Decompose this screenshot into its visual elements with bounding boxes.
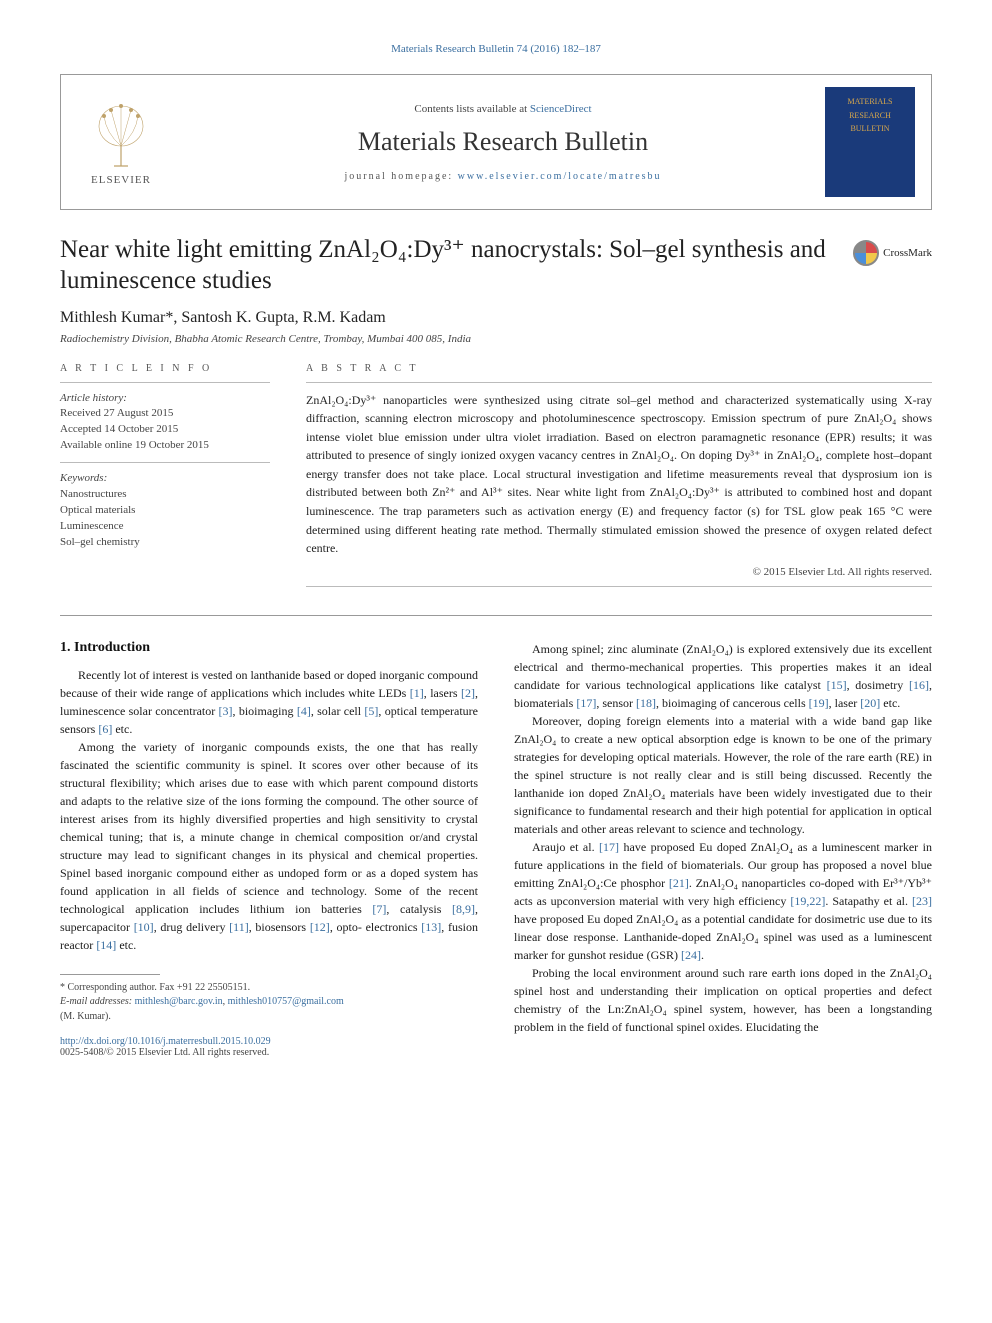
- keyword: Nanostructures: [60, 487, 270, 503]
- affiliation: Radiochemistry Division, Bhabha Atomic R…: [60, 333, 932, 345]
- corresponding-author-footnote: * Corresponding author. Fax +91 22 25505…: [60, 981, 478, 1025]
- body-paragraph: Among spinel; zinc aluminate (ZnAl₂O₄) i…: [514, 640, 932, 712]
- journal-homepage: journal homepage: www.elsevier.com/locat…: [181, 171, 825, 182]
- sciencedirect-link[interactable]: ScienceDirect: [530, 103, 592, 115]
- keywords-block: Keywords: Nanostructures Optical materia…: [60, 471, 270, 551]
- body-paragraph: Moreover, doping foreign elements into a…: [514, 712, 932, 838]
- article-history-block: Article history: Received 27 August 2015…: [60, 391, 270, 455]
- divider: [60, 462, 270, 463]
- header-center: Contents lists available at ScienceDirec…: [181, 103, 825, 182]
- elsevier-tree-icon: [86, 98, 156, 168]
- keyword: Optical materials: [60, 503, 270, 519]
- section-divider: [60, 615, 932, 616]
- crossmark-icon: [853, 240, 879, 266]
- doi-block: http://dx.doi.org/10.1016/j.materresbull…: [60, 1036, 478, 1058]
- email-link[interactable]: mithlesh@barc.gov.in: [135, 996, 223, 1007]
- footnote-separator: [60, 974, 160, 975]
- elsevier-logo[interactable]: ELSEVIER: [61, 98, 181, 186]
- email-link[interactable]: mithlesh010757@gmail.com: [228, 996, 344, 1007]
- abstract-copyright: © 2015 Elsevier Ltd. All rights reserved…: [306, 566, 932, 578]
- abstract-text: ZnAl₂O₄:Dy³⁺ nanoparticles were synthesi…: [306, 391, 932, 558]
- crossmark-badge[interactable]: CrossMark: [853, 240, 932, 266]
- authors-line: Mithlesh Kumar*, Santosh K. Gupta, R.M. …: [60, 309, 932, 327]
- body-paragraph: Araujo et al. [17] have proposed Eu dope…: [514, 838, 932, 964]
- citation-text[interactable]: Materials Research Bulletin 74 (2016) 18…: [391, 43, 601, 55]
- keyword: Sol–gel chemistry: [60, 535, 270, 551]
- divider: [306, 586, 932, 587]
- article-title: Near white light emitting ZnAl₂O₄:Dy³⁺ n…: [60, 234, 837, 297]
- journal-citation: Materials Research Bulletin 74 (2016) 18…: [60, 40, 932, 56]
- abstract-heading: A B S T R A C T: [306, 363, 932, 374]
- homepage-url[interactable]: www.elsevier.com/locate/matresbu: [458, 171, 662, 182]
- journal-header: ELSEVIER Contents lists available at Sci…: [60, 74, 932, 210]
- divider: [60, 382, 270, 383]
- keyword: Luminescence: [60, 519, 270, 535]
- doi-link[interactable]: http://dx.doi.org/10.1016/j.materresbull…: [60, 1036, 271, 1047]
- elsevier-text: ELSEVIER: [77, 174, 165, 186]
- divider: [306, 382, 932, 383]
- contents-line: Contents lists available at ScienceDirec…: [181, 103, 825, 115]
- article-info-column: A R T I C L E I N F O Article history: R…: [60, 363, 270, 595]
- body-paragraph: Among the variety of inorganic compounds…: [60, 738, 478, 954]
- article-info-heading: A R T I C L E I N F O: [60, 363, 270, 374]
- body-paragraph: Recently lot of interest is vested on la…: [60, 666, 478, 738]
- crossmark-label: CrossMark: [883, 247, 932, 259]
- journal-title: Materials Research Bulletin: [181, 127, 825, 157]
- body-columns: 1. Introduction Recently lot of interest…: [60, 640, 932, 1059]
- body-paragraph: Probing the local environment around suc…: [514, 964, 932, 1036]
- abstract-column: A B S T R A C T ZnAl₂O₄:Dy³⁺ nanoparticl…: [306, 363, 932, 595]
- journal-cover-thumbnail[interactable]: MATERIALS RESEARCH BULLETIN: [825, 87, 915, 197]
- section-1-title: 1. Introduction: [60, 640, 478, 656]
